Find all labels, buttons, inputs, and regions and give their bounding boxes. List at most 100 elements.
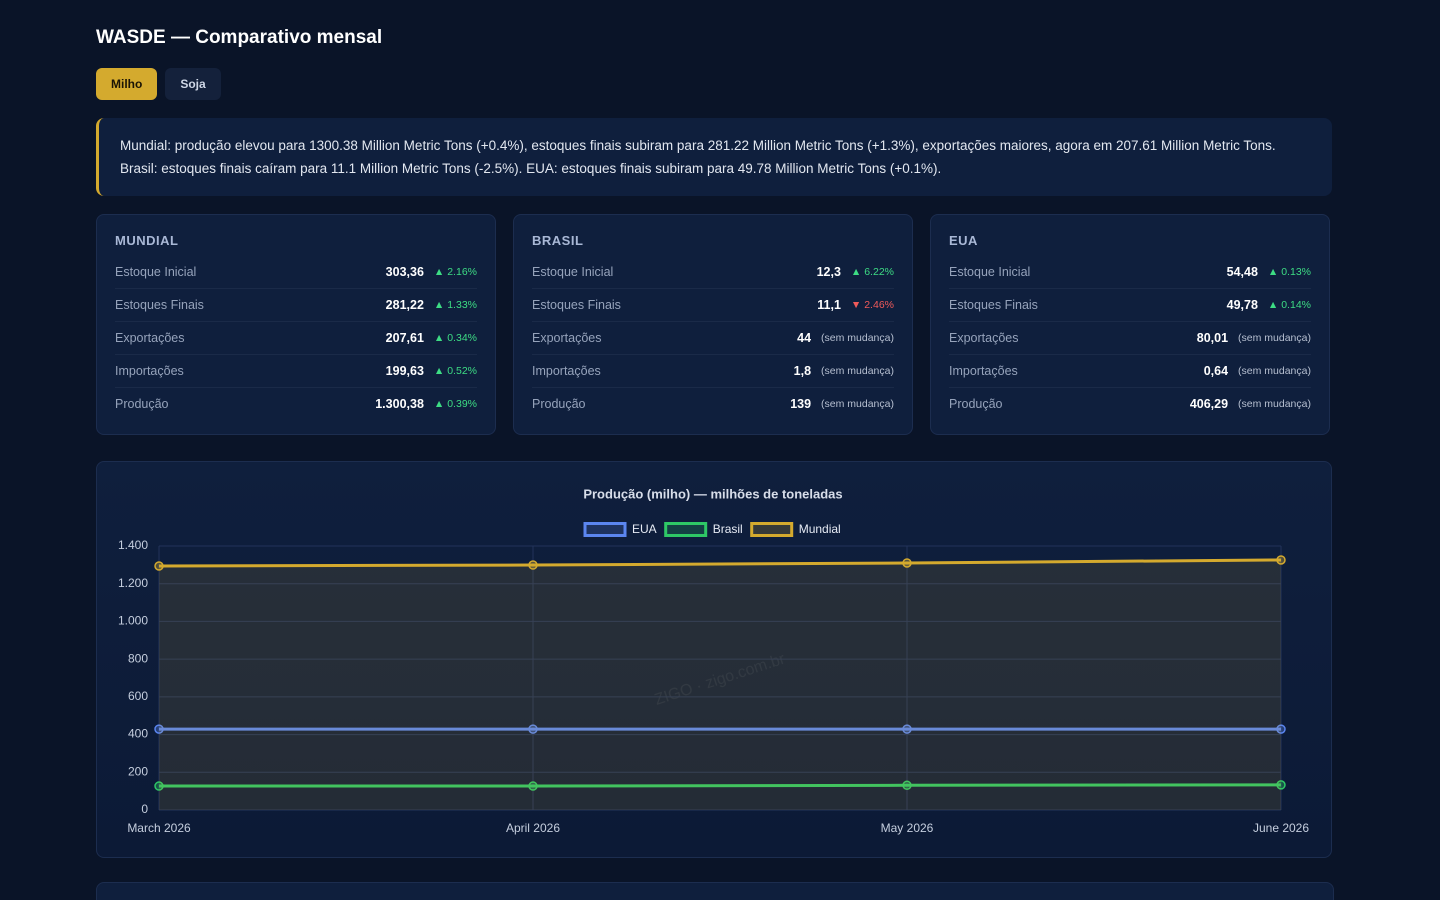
stat-value: 1.300,38 <box>375 397 424 411</box>
stat-change: (sem mudança) <box>821 332 894 344</box>
stat-row: Estoques Finais 281,22 ▲ 1.33% <box>115 289 477 322</box>
stat-change: (sem mudança) <box>1238 365 1311 377</box>
stat-value: 44 <box>797 331 812 345</box>
line <box>158 558 1282 568</box>
change-text: 6.22% <box>864 266 894 278</box>
legend-swatch <box>750 522 794 537</box>
point <box>1276 724 1286 734</box>
stat-label: Produção <box>949 397 1003 411</box>
point <box>154 561 164 571</box>
change-text: (sem mudança) <box>821 365 894 377</box>
y-tick-label: 0 <box>141 802 148 816</box>
change-arrow: ▲ <box>850 266 865 278</box>
stat-row: Produção 1.300,38 ▲ 0.39% <box>115 388 477 420</box>
legend-label: Mundial <box>799 522 841 536</box>
point <box>528 560 538 570</box>
chart-title: Produção (milho) — milhões de toneladas <box>583 486 842 501</box>
line <box>159 783 1282 788</box>
change-text: (sem mudança) <box>1238 398 1311 410</box>
change-text: 0.39% <box>447 398 477 410</box>
page-title: WASDE — Comparativo mensal <box>96 27 383 48</box>
next-panel <box>96 882 1334 900</box>
stat-row: Estoques Finais 11,1 ▼ 2.46% <box>532 289 894 322</box>
point <box>1276 780 1286 790</box>
stat-value: 80,01 <box>1196 331 1229 345</box>
stat-label: Estoques Finais <box>115 298 204 312</box>
x-tick-label: March 2026 <box>127 821 191 835</box>
stat-change: (sem mudança) <box>1238 398 1311 410</box>
stat-value: 11,1 <box>817 298 841 312</box>
change-text: 0.34% <box>447 332 477 344</box>
stat-label: Importações <box>115 364 184 378</box>
stat-change: ▲ 0.34% <box>434 332 477 344</box>
card-title: EUA <box>949 233 978 248</box>
legend-swatch <box>664 522 708 537</box>
stat-row: Importações 1,8 (sem mudança) <box>532 355 894 388</box>
change-text: 2.16% <box>447 266 477 278</box>
tab[interactable]: Milho <box>96 68 158 100</box>
stat-change: ▼ 2.46% <box>851 299 894 311</box>
y-tick-label: 1.000 <box>118 614 148 628</box>
y-tick-label: 800 <box>128 651 148 665</box>
point <box>902 724 912 734</box>
change-arrow: ▲ <box>433 266 448 278</box>
stat-row: Produção 139 (sem mudança) <box>532 388 894 420</box>
point <box>902 558 912 568</box>
y-tick-label: 200 <box>128 764 148 778</box>
point <box>902 780 912 791</box>
y-tick-label: 600 <box>128 689 148 703</box>
stat-row: Estoques Finais 49,78 ▲ 0.14% <box>949 289 1311 322</box>
stat-label: Importações <box>532 364 601 378</box>
change-arrow: ▲ <box>433 398 448 410</box>
stat-change: ▲ 0.14% <box>1268 299 1311 311</box>
change-text: (sem mudança) <box>1238 332 1311 344</box>
point <box>154 781 164 791</box>
change-text: (sem mudança) <box>821 332 894 344</box>
stat-row: Estoque Inicial 54,48 ▲ 0.13% <box>949 256 1311 289</box>
stat-value: 303,36 <box>385 265 424 279</box>
y-tick-label: 400 <box>128 727 148 741</box>
stat-row: Exportações 80,01 (sem mudança) <box>949 322 1311 355</box>
legend-swatch <box>583 522 627 537</box>
x-tick-label: June 2026 <box>1253 821 1309 835</box>
stat-change: (sem mudança) <box>1238 332 1311 344</box>
stat-change: ▲ 2.16% <box>434 266 477 278</box>
change-arrow: ▲ <box>1267 299 1282 311</box>
legend-label: Brasil <box>713 522 743 536</box>
stat-value: 199,63 <box>385 364 424 378</box>
tab[interactable]: Soja <box>165 68 221 100</box>
point <box>528 781 538 791</box>
change-arrow: ▲ <box>433 299 448 311</box>
change-text: (sem mudança) <box>821 398 894 410</box>
y-tick-label: 1.200 <box>118 576 148 590</box>
stat-value: 49,78 <box>1226 298 1258 312</box>
change-text: 0.52% <box>447 365 477 377</box>
summary-text: Mundial: produção elevou para 1300.38 Mi… <box>120 138 1276 176</box>
stat-label: Importações <box>949 364 1018 378</box>
card-title: BRASIL <box>532 233 584 248</box>
stat-change: (sem mudança) <box>821 398 894 410</box>
stat-row: Exportações 44 (sem mudança) <box>532 322 894 355</box>
stat-value: 406,29 <box>1189 397 1229 411</box>
stat-label: Estoques Finais <box>949 298 1038 312</box>
point <box>154 724 164 734</box>
stat-change: ▲ 1.33% <box>434 299 477 311</box>
x-tick-label: May 2026 <box>881 821 934 835</box>
stat-label: Estoque Inicial <box>115 265 197 279</box>
stat-card: EUA Estoque Inicial 54,48 ▲ 0.13% Estoques F… <box>930 214 1330 435</box>
change-text: 0.13% <box>1281 266 1311 278</box>
stat-change: ▲ 6.22% <box>851 266 894 278</box>
change-text: 2.46% <box>864 299 894 311</box>
legend-label: EUA <box>632 522 657 536</box>
stat-row: Produção 406,29 (sem mudança) <box>949 388 1311 420</box>
summary: Mundial: produção elevou para 1300.38 Mi… <box>96 118 1332 196</box>
stat-row: Importações 0,64 (sem mudança) <box>949 355 1311 388</box>
stat-row: Estoque Inicial 303,36 ▲ 2.16% <box>115 256 477 289</box>
stat-change: ▲ 0.52% <box>434 365 477 377</box>
stat-card: MUNDIAL Estoque Inicial 303,36 ▲ 2.16% Estoq… <box>96 214 496 435</box>
stat-card: BRASIL Estoque Inicial 12,3 ▲ 6.22% Estoques… <box>513 214 913 435</box>
stat-value: 54,48 <box>1226 265 1258 279</box>
stat-value: 281,22 <box>385 298 424 312</box>
